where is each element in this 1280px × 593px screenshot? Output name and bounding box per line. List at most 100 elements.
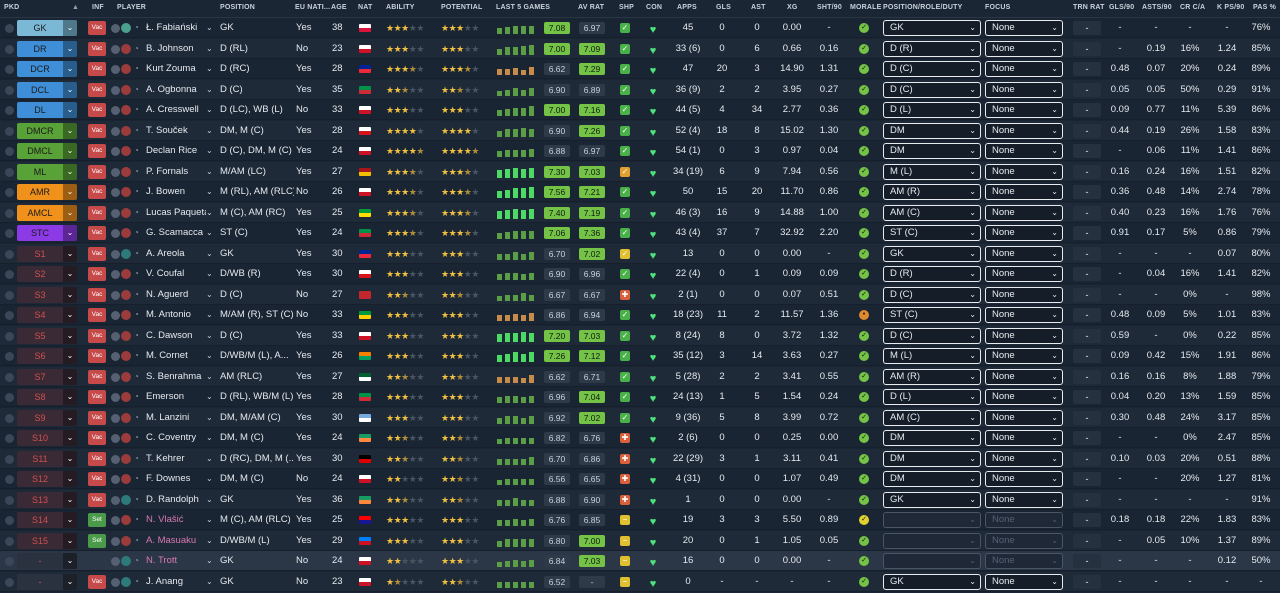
select-toggle[interactable] (111, 147, 120, 156)
pick-toggle[interactable] (5, 147, 14, 156)
role-duty-select[interactable]: ST (C) ⌄ (883, 307, 981, 323)
pick-toggle[interactable] (5, 270, 14, 279)
chevron-down-icon[interactable]: ⌄ (206, 187, 213, 196)
player-name[interactable]: Declan Rice (146, 145, 198, 156)
select-toggle[interactable] (111, 331, 120, 341)
focus-select[interactable]: None ⌄ (985, 450, 1063, 467)
col-pkd[interactable]: PKD (4, 4, 20, 11)
pick-toggle[interactable] (5, 557, 14, 566)
info-badge[interactable]: Vac (88, 185, 106, 199)
select-toggle[interactable] (111, 106, 120, 115)
role-duty-select[interactable]: GK ⌄ (883, 573, 981, 590)
chevron-down-icon[interactable]: ⌄ (206, 207, 213, 217)
table-row[interactable]: AMR ⌄ Vac ◔ J. Bowen ⌄ M (RL), AM (RLC) No 26 ★★★… (0, 182, 1280, 202)
info-badge[interactable]: Vac (88, 431, 106, 445)
player-name[interactable]: Lucas Paquetá (146, 206, 206, 218)
info-badge[interactable]: Vac (88, 41, 106, 56)
table-row[interactable]: S7 ⌄ Vac ◔ S. Benrahma ⌄ AM (RLC) Yes 27 ★★★★★ ★★★… (0, 366, 1280, 387)
info-badge[interactable]: Vac (88, 21, 106, 35)
slot-selector[interactable]: S15 ⌄ (17, 532, 77, 549)
sort-asc-icon[interactable]: ▲ (72, 4, 80, 11)
pick-toggle[interactable] (5, 290, 14, 300)
player-name[interactable]: A. Ogbonna (146, 83, 197, 95)
player-name[interactable]: M. Antonio (146, 309, 191, 320)
role-duty-select[interactable]: ⌄ (883, 512, 981, 528)
table-row[interactable]: DCL ⌄ Vac ◔ A. Ogbonna ⌄ D (C) Yes 35 ★★★★★ ★★★★★ 6… (0, 79, 1280, 100)
pick-toggle[interactable] (5, 434, 14, 443)
role-duty-select[interactable]: D (R) ⌄ (883, 40, 981, 57)
table-row[interactable]: S2 ⌄ Vac ◔ V. Coufal ⌄ D/WB (R) Yes 30 ★★★★★ ★★★★★… (0, 264, 1280, 284)
pick-toggle[interactable] (5, 208, 14, 218)
info-badge[interactable]: Vac (88, 205, 106, 220)
select-toggle[interactable] (111, 85, 120, 95)
table-row[interactable]: AMCL ⌄ Vac ◔ Lucas Paquetá ⌄ M (C), AM (RC) Yes… (0, 202, 1280, 223)
pick-toggle[interactable] (5, 475, 14, 484)
pick-toggle[interactable] (5, 536, 14, 546)
focus-select[interactable]: None ⌄ (985, 389, 1063, 405)
player-name[interactable]: A. Cresswell (146, 104, 199, 115)
player-name[interactable]: Kurt Zouma (146, 63, 196, 74)
role-duty-select[interactable]: AM (C) ⌄ (883, 204, 981, 221)
slot-selector[interactable]: DR ⌄ (17, 40, 77, 57)
col-ast[interactable]: AST (751, 4, 766, 11)
select-toggle[interactable] (111, 372, 120, 382)
table-row[interactable]: STC ⌄ Vac ◔ G. Scamacca ⌄ ST (C) Yes 24 ★★★★★ ★★★★… (0, 223, 1280, 243)
select-toggle[interactable] (111, 577, 120, 587)
chevron-down-icon[interactable]: ⌄ (206, 228, 213, 237)
slot-selector[interactable]: S8 ⌄ (17, 389, 77, 405)
col-eu[interactable]: EU NATI... (295, 4, 331, 11)
player-name[interactable]: N. Vlašić (146, 514, 184, 525)
focus-select[interactable]: None ⌄ (985, 532, 1063, 549)
col-focus[interactable]: FOCUS (985, 4, 1011, 11)
pick-toggle[interactable] (5, 413, 14, 423)
role-duty-select[interactable]: D (C) ⌄ (883, 286, 981, 303)
table-row[interactable]: S5 ⌄ Vac ◔ C. Dawson ⌄ D (C) Yes 33 ★★★★★ ★★★★★ 7.2… (0, 325, 1280, 346)
role-duty-select[interactable]: M (L) ⌄ (883, 348, 981, 364)
slot-selector[interactable]: S14 ⌄ (17, 512, 77, 528)
info-badge[interactable]: Vac (88, 451, 106, 466)
table-row[interactable]: S14 ⌄ Set ◔ N. Vlašić ⌄ M (C), AM (RLC) Yes 25 ★★… (0, 510, 1280, 530)
focus-select[interactable]: None ⌄ (985, 61, 1063, 77)
slot-selector[interactable]: S13 ⌄ (17, 491, 77, 508)
table-row[interactable]: S13 ⌄ Vac ◔ D. Randolph ⌄ GK Yes 36 ★★★★★ ★★★★★ 6.8… (0, 489, 1280, 510)
focus-select[interactable]: None ⌄ (985, 204, 1063, 221)
select-toggle[interactable] (111, 536, 120, 546)
table-row[interactable]: DCR ⌄ Vac ◔ Kurt Zouma ⌄ D (RC) Yes 28 ★★★★★ ★★★★★… (0, 59, 1280, 79)
pick-toggle[interactable] (5, 65, 14, 74)
chevron-down-icon[interactable]: ⌄ (206, 474, 213, 483)
select-toggle[interactable] (111, 311, 120, 320)
table-row[interactable]: DMCL ⌄ Vac ◔ Declan Rice ⌄ D (C), DM, M (C) Yes… (0, 141, 1280, 161)
pick-toggle[interactable] (5, 126, 14, 136)
chevron-down-icon[interactable]: ⌄ (206, 310, 213, 319)
role-duty-select[interactable]: D (C) ⌄ (883, 327, 981, 344)
focus-select[interactable]: None ⌄ (985, 266, 1063, 282)
col-ability[interactable]: ABILITY (386, 4, 415, 11)
focus-select[interactable]: None ⌄ (985, 327, 1063, 344)
info-badge[interactable]: Vac (88, 308, 106, 322)
col-crca[interactable]: CR C/A (1180, 4, 1206, 11)
table-row[interactable]: S10 ⌄ Vac ◔ C. Coventry ⌄ DM, M (C) Yes 24 ★★★★★ ★… (0, 428, 1280, 448)
player-name[interactable]: S. Benrahma (146, 370, 202, 382)
info-badge[interactable]: Vac (88, 410, 106, 425)
role-duty-select[interactable]: D (R) ⌄ (883, 266, 981, 282)
slot-selector[interactable]: GK ⌄ (17, 20, 77, 36)
info-badge[interactable]: Vac (88, 349, 106, 363)
slot-selector[interactable]: S12 ⌄ (17, 471, 77, 487)
chevron-down-icon[interactable]: ⌄ (206, 84, 213, 94)
select-toggle[interactable] (111, 44, 120, 54)
focus-select[interactable]: None ⌄ (985, 102, 1063, 118)
table-row[interactable]: S3 ⌄ Vac ◔ N. Aguerd ⌄ D (C) No 27 ★★★★★ ★★★★★ 6.67… (0, 284, 1280, 305)
pick-toggle[interactable] (5, 106, 14, 115)
col-gls90[interactable]: GLS/90 (1109, 4, 1135, 11)
select-toggle[interactable] (111, 24, 120, 33)
col-kps90[interactable]: K PS/90 (1217, 4, 1245, 11)
info-badge[interactable]: Vac (88, 287, 106, 302)
role-duty-select[interactable]: GK ⌄ (883, 491, 981, 508)
table-row[interactable]: - ⌄ Vac ◔ J. Anang ⌄ GK No 23 ★★★★★ ★★★★★ 6.52- − ♥ 0-… (0, 571, 1280, 592)
slot-selector[interactable]: AMCL ⌄ (17, 204, 77, 221)
chevron-down-icon[interactable]: ⌄ (206, 494, 213, 504)
role-duty-select[interactable]: D (C) ⌄ (883, 61, 981, 77)
info-badge[interactable]: Vac (88, 144, 106, 158)
pick-toggle[interactable] (5, 454, 14, 464)
table-row[interactable]: GK ⌄ Vac ◔ Ł. Fabiański ⌄ GK Yes 38 ★★★★★ ★★★★★ 7.0… (0, 18, 1280, 38)
